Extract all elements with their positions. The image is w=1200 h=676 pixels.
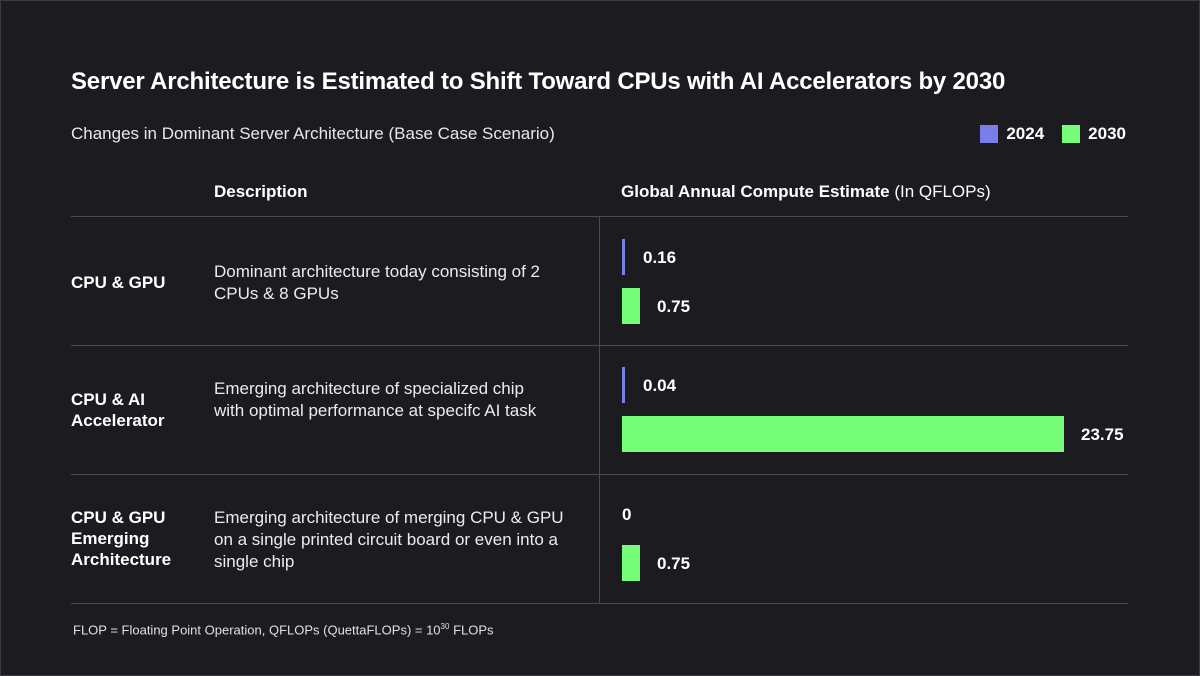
column-divider [599, 216, 600, 603]
legend-swatch-2030 [1062, 125, 1081, 143]
footnote-text: FLOP = Floating Point Operation, QFLOPs … [73, 622, 441, 638]
column-header-description: Description [214, 182, 308, 201]
chart-title: Server Architecture is Estimated to Shif… [71, 68, 1006, 95]
table-bottom-divider [71, 603, 1128, 604]
row-description-cpu-gpu-emerging: Emerging architecture of merging CPU & G… [214, 508, 564, 571]
footnote: FLOP = Floating Point Operation, QFLOPs … [73, 622, 494, 637]
footnote-exponent: 30 [440, 622, 450, 631]
bar-2030-row-3 [622, 545, 640, 581]
row-label-cpu-gpu: CPU & GPU [71, 273, 166, 292]
bar-value-2024-row-3: 0 [622, 505, 632, 524]
bar-value-2030-row-3: 0.75 [657, 554, 691, 573]
bar-2030-row-2 [622, 416, 1064, 452]
legend-label-2030: 2030 [1088, 124, 1126, 143]
chart-subtitle: Changes in Dominant Server Architecture … [71, 124, 555, 143]
bar-value-2024-row-2: 0.04 [643, 376, 677, 395]
legend-label-2024: 2024 [1006, 124, 1045, 143]
row-label-cpu-ai-accelerator: CPU & AI Accelerator [71, 390, 165, 430]
legend-item-2030: 2030 [1062, 124, 1126, 144]
footnote-tail: FLOPs [449, 622, 494, 638]
column-header-compute-label: Global Annual Compute Estimate [621, 182, 890, 201]
column-header-compute-unit: (In QFLOPs) [894, 182, 991, 201]
bar-2024-row-1 [622, 239, 625, 275]
row-description-cpu-gpu: Dominant architecture today consisting o… [214, 262, 541, 303]
bar-value-2024-row-1: 0.16 [643, 248, 677, 267]
legend-item-2024: 2024 [980, 124, 1044, 144]
row-description-cpu-ai-accelerator: Emerging architecture of specialized chi… [214, 379, 537, 420]
legend-swatch-2024 [980, 125, 999, 143]
legend: 2024 2030 [980, 124, 1126, 144]
bar-2024-row-2 [622, 367, 625, 403]
row-label-cpu-gpu-emerging: CPU & GPU Emerging Architecture [71, 508, 172, 569]
bar-value-2030-row-1: 0.75 [657, 297, 691, 316]
bar-value-2030-row-2: 23.75 [1081, 425, 1124, 444]
column-header-compute: Global Annual Compute Estimate (In QFLOP… [621, 182, 991, 202]
bar-2030-row-1 [622, 288, 640, 324]
